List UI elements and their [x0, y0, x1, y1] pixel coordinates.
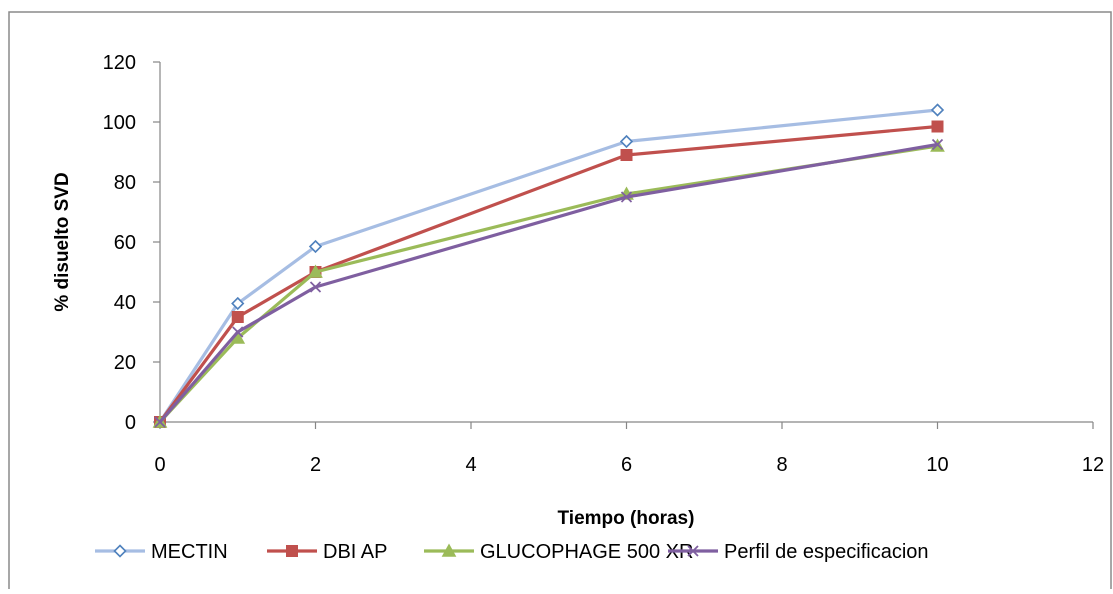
legend-swatch-marker	[113, 544, 127, 558]
legend-item-glucophage-500-xr: GLUCOPHAGE 500 XR	[424, 541, 693, 563]
x-tick-label: 2	[310, 454, 321, 476]
chart-frame	[8, 11, 1112, 594]
legend: MECTIN DBI AP GLUCOPHAGE 500 XR Perfil de e…	[95, 541, 929, 563]
x-tick-label: 6	[621, 454, 632, 476]
x-marker-stroke	[154, 416, 166, 428]
data-point-mectin	[231, 296, 245, 311]
x-marker-stroke	[687, 545, 699, 557]
y-tick-label: 40	[114, 292, 136, 314]
x-tick-label: 8	[776, 454, 787, 476]
y-tick-label: 0	[125, 412, 136, 434]
data-point-perfil-de-especificacion	[154, 416, 166, 428]
y-tick-label: 100	[103, 112, 136, 134]
axes: 0 20 40 60 80 100 120 0 2 4 6 8 10 12	[103, 52, 1105, 476]
legend-item-perfil-de-especificacion: Perfil de especificacion	[668, 541, 929, 563]
y-axis-title: % disuelto SVD	[52, 172, 73, 311]
legend-swatch-marker	[286, 545, 298, 557]
series-layer	[152, 103, 945, 429]
data-point-perfil-de-especificacion	[931, 138, 944, 151]
y-tick-label: 80	[114, 172, 136, 194]
data-point-glucophage-500-xr	[308, 264, 323, 278]
x-tick-label: 4	[465, 454, 476, 476]
x-axis-title: Tiempo (horas)	[558, 508, 695, 529]
data-point-mectin	[930, 103, 945, 117]
y-tick-label: 120	[103, 52, 136, 74]
x-marker-stroke	[620, 191, 633, 203]
legend-label: MECTIN	[151, 541, 228, 563]
x-marker-stroke	[931, 138, 944, 151]
x-tick-label: 0	[154, 454, 165, 476]
legend-label: DBI AP	[323, 541, 387, 563]
legend-swatch-marker	[441, 543, 457, 557]
data-point-perfil-de-especificacion	[309, 281, 322, 293]
legend-item-dbi-ap: DBI AP	[267, 541, 387, 563]
legend-label: Perfil de especificacion	[724, 541, 929, 563]
x-tick-label: 10	[926, 454, 948, 476]
data-point-mectin	[308, 239, 323, 254]
x-marker-stroke	[309, 281, 322, 293]
x-marker-stroke	[232, 326, 244, 338]
legend-label: GLUCOPHAGE 500 XR	[480, 541, 693, 563]
legend-swatch-marker	[687, 545, 699, 557]
y-tick-label: 60	[114, 232, 136, 254]
data-point-perfil-de-especificacion	[232, 326, 244, 338]
data-point-dbi-ap	[931, 120, 944, 133]
y-tick-label: 20	[114, 352, 136, 374]
legend-item-mectin: MECTIN	[95, 541, 228, 563]
series-perfil-de-especificacion	[154, 138, 944, 428]
data-point-dbi-ap	[620, 149, 633, 161]
x-tick-label: 12	[1082, 454, 1104, 476]
data-point-perfil-de-especificacion	[620, 191, 633, 203]
data-point-dbi-ap	[231, 311, 244, 323]
data-point-mectin	[619, 134, 634, 149]
